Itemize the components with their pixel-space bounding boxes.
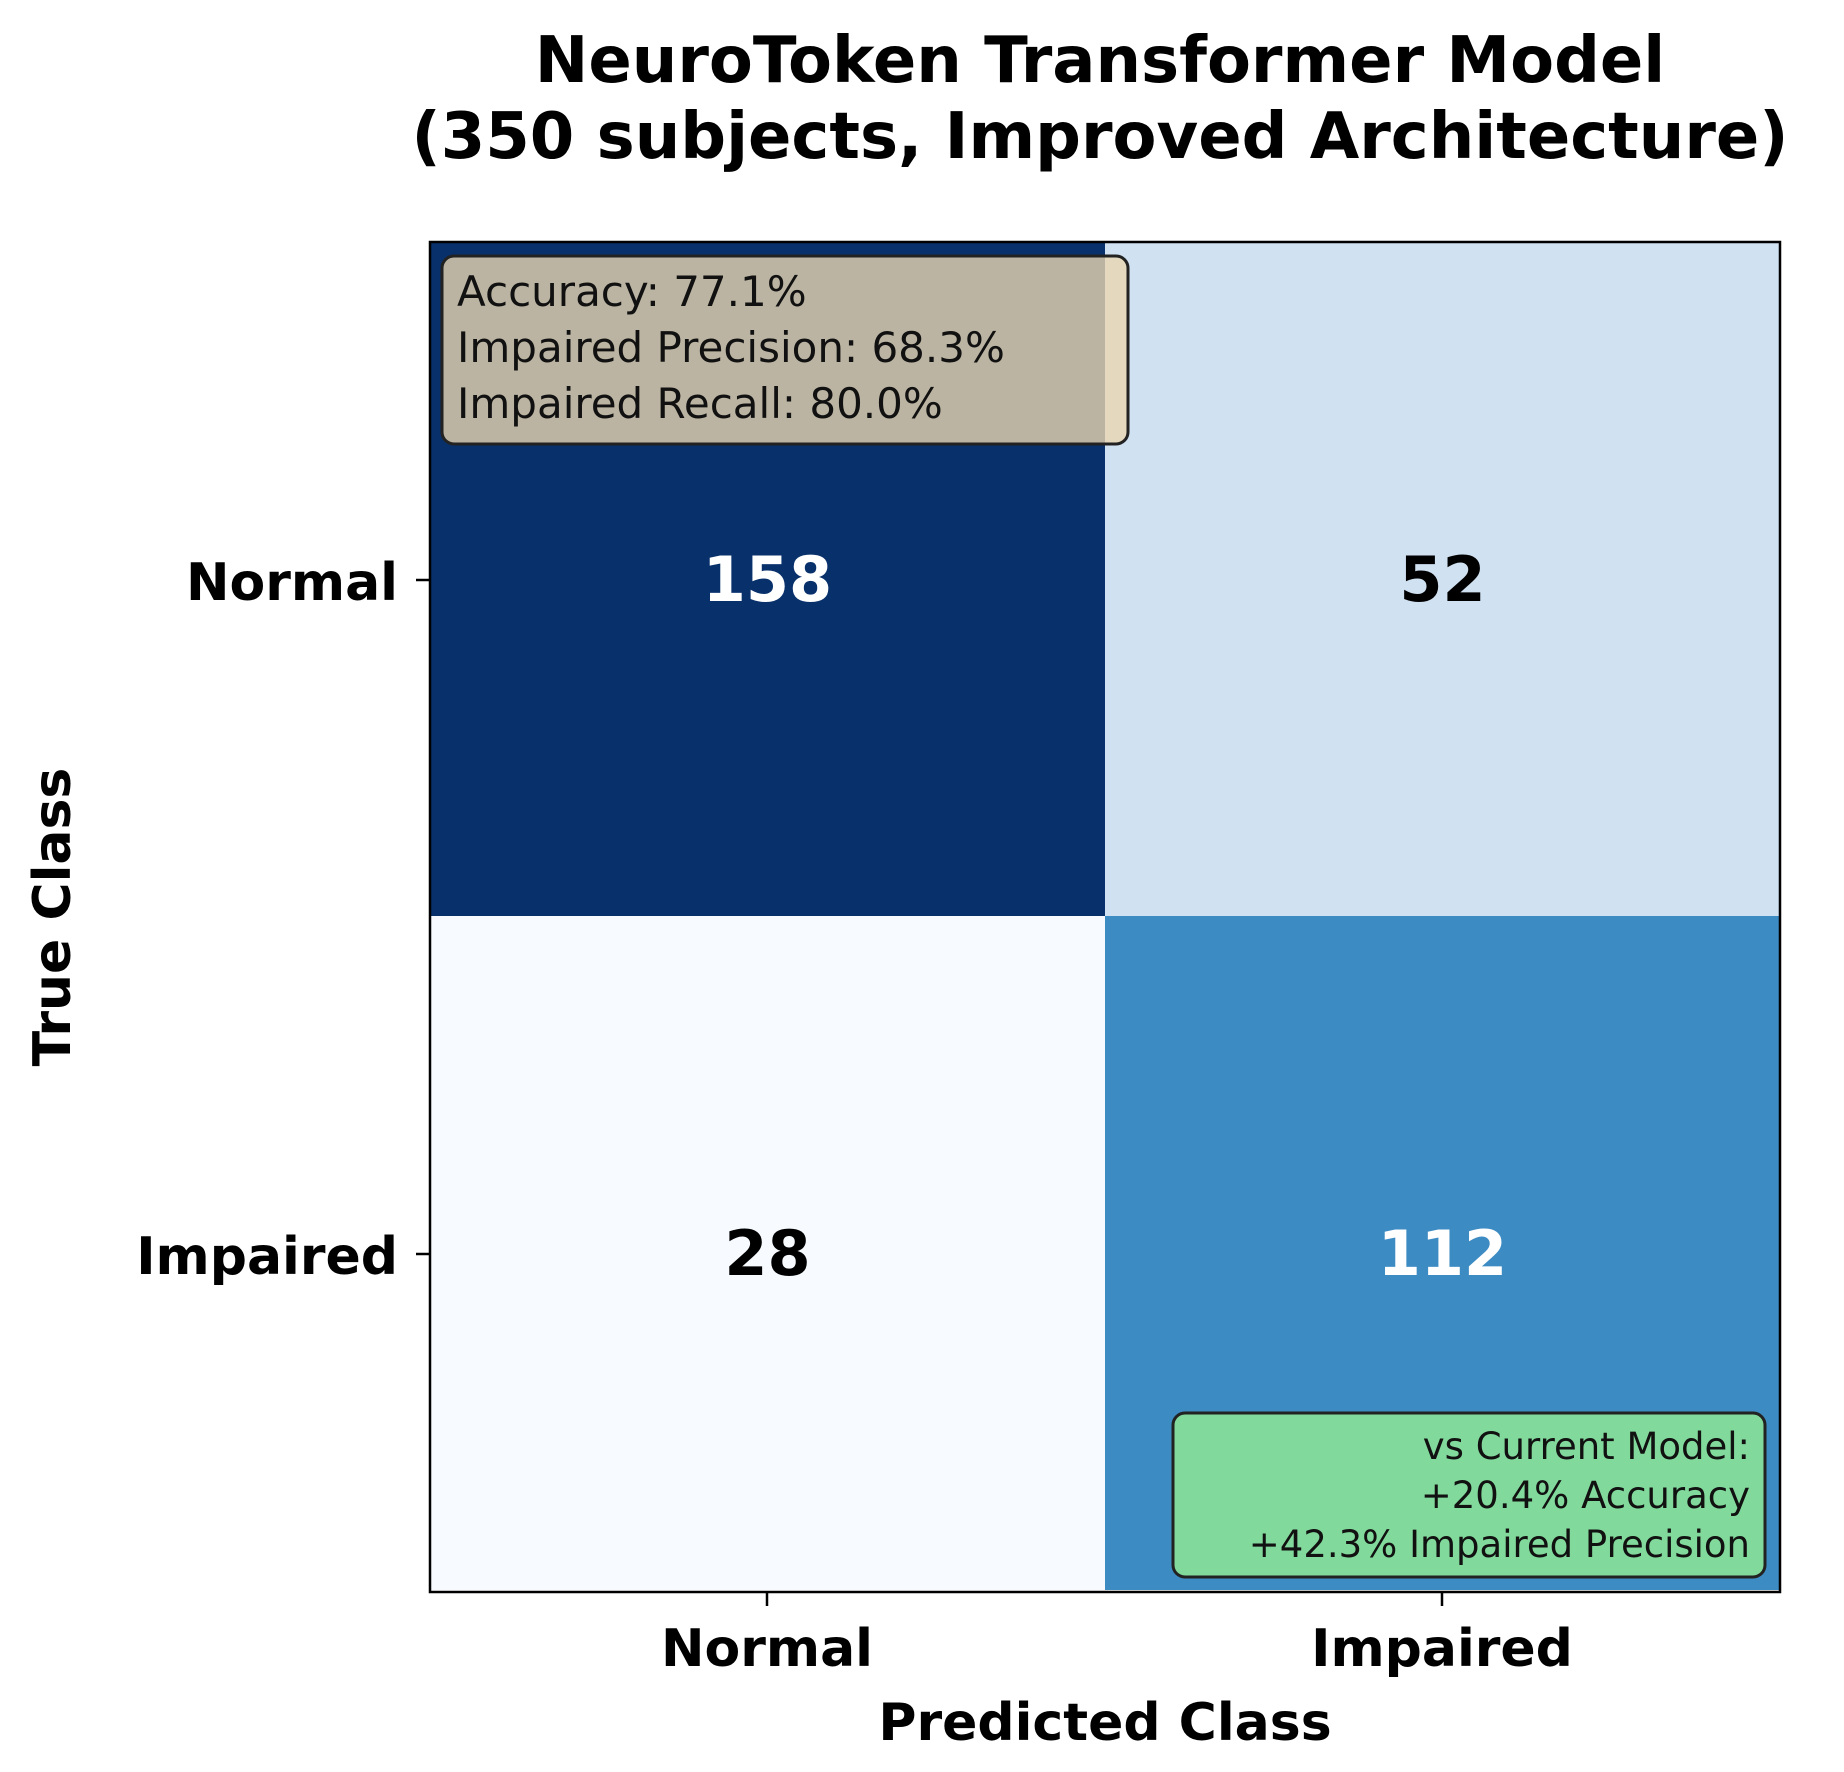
plot-frame [428, 240, 1782, 1594]
metrics-box: Accuracy: 77.1% Impaired Precision: 68.3… [440, 254, 1130, 446]
metrics-impaired-precision: Impaired Precision: 68.3% [457, 323, 1005, 372]
y-axis-label: True Class [23, 768, 83, 1067]
chart-title-line-1: NeuroToken Transformer Model [535, 24, 1665, 98]
y-axis: Normal Impaired True Class [23, 553, 430, 1287]
comparison-precision-gain: +42.3% Impaired Precision [1249, 1523, 1750, 1566]
x-axis-label: Predicted Class [878, 1693, 1331, 1753]
comparison-header: vs Current Model: [1423, 1425, 1750, 1468]
metrics-impaired-recall: Impaired Recall: 80.0% [457, 379, 943, 428]
cell-normal-impaired [1105, 242, 1780, 916]
cell-value-normal-impaired: 52 [1399, 543, 1485, 616]
comparison-box: vs Current Model: +20.4% Accuracy +42.3%… [1171, 1411, 1767, 1579]
x-axis: Normal Impaired Predicted Class [661, 1592, 1573, 1753]
x-tick-label-normal: Normal [661, 1619, 873, 1679]
cell-value-impaired-impaired: 112 [1378, 1217, 1507, 1290]
y-tick-label-normal: Normal [186, 553, 398, 613]
comparison-box-background [1171, 1411, 1767, 1579]
y-tick-label-impaired: Impaired [136, 1227, 398, 1287]
chart-title-line-2: (350 subjects, Improved Architecture) [411, 100, 1788, 174]
cell-impaired-normal [430, 916, 1105, 1590]
x-tick-label-impaired: Impaired [1311, 1619, 1573, 1679]
comparison-accuracy-gain: +20.4% Accuracy [1421, 1474, 1750, 1517]
metrics-accuracy: Accuracy: 77.1% [457, 267, 807, 316]
metrics-box-background [440, 254, 1130, 446]
cell-value-impaired-normal: 28 [724, 1217, 810, 1290]
cell-value-normal-normal: 158 [703, 543, 832, 616]
cell-value-labels: 158 52 28 112 [703, 543, 1507, 1290]
